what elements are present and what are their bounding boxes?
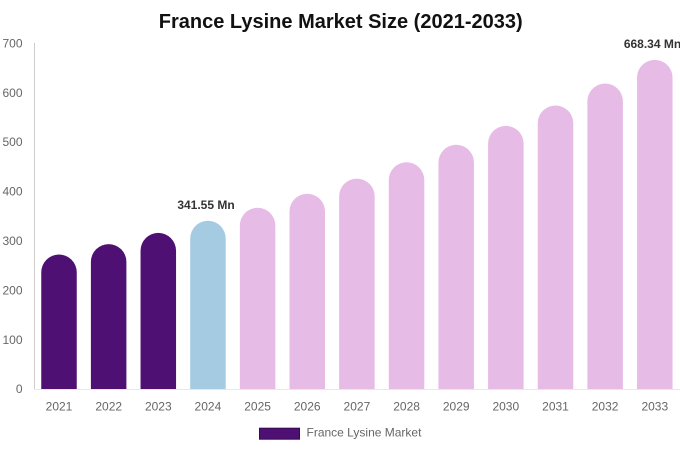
svg-text:2031: 2031: [542, 400, 569, 414]
svg-text:200: 200: [2, 283, 22, 297]
svg-text:700: 700: [2, 36, 22, 50]
svg-text:668.34 Mn: 668.34 Mn: [624, 37, 680, 51]
svg-text:France Lysine Market Size (202: France Lysine Market Size (2021-2033): [159, 11, 523, 33]
svg-text:2029: 2029: [443, 400, 470, 414]
svg-text:2021: 2021: [46, 400, 73, 414]
svg-text:100: 100: [2, 333, 22, 347]
svg-text:600: 600: [2, 86, 22, 100]
svg-text:France Lysine Market: France Lysine Market: [307, 426, 423, 440]
svg-text:300: 300: [2, 234, 22, 248]
svg-text:2025: 2025: [244, 400, 271, 414]
svg-text:2023: 2023: [145, 400, 172, 414]
svg-text:2024: 2024: [195, 400, 222, 414]
svg-text:2032: 2032: [592, 400, 619, 414]
svg-text:2028: 2028: [393, 400, 420, 414]
svg-text:2027: 2027: [344, 400, 371, 414]
svg-text:2033: 2033: [641, 400, 668, 414]
svg-text:400: 400: [2, 185, 22, 199]
svg-text:341.55 Mn: 341.55 Mn: [177, 198, 234, 212]
svg-text:2022: 2022: [95, 400, 122, 414]
svg-text:0: 0: [16, 382, 23, 396]
svg-text:500: 500: [2, 135, 22, 149]
svg-text:2026: 2026: [294, 400, 321, 414]
svg-text:2030: 2030: [492, 400, 519, 414]
